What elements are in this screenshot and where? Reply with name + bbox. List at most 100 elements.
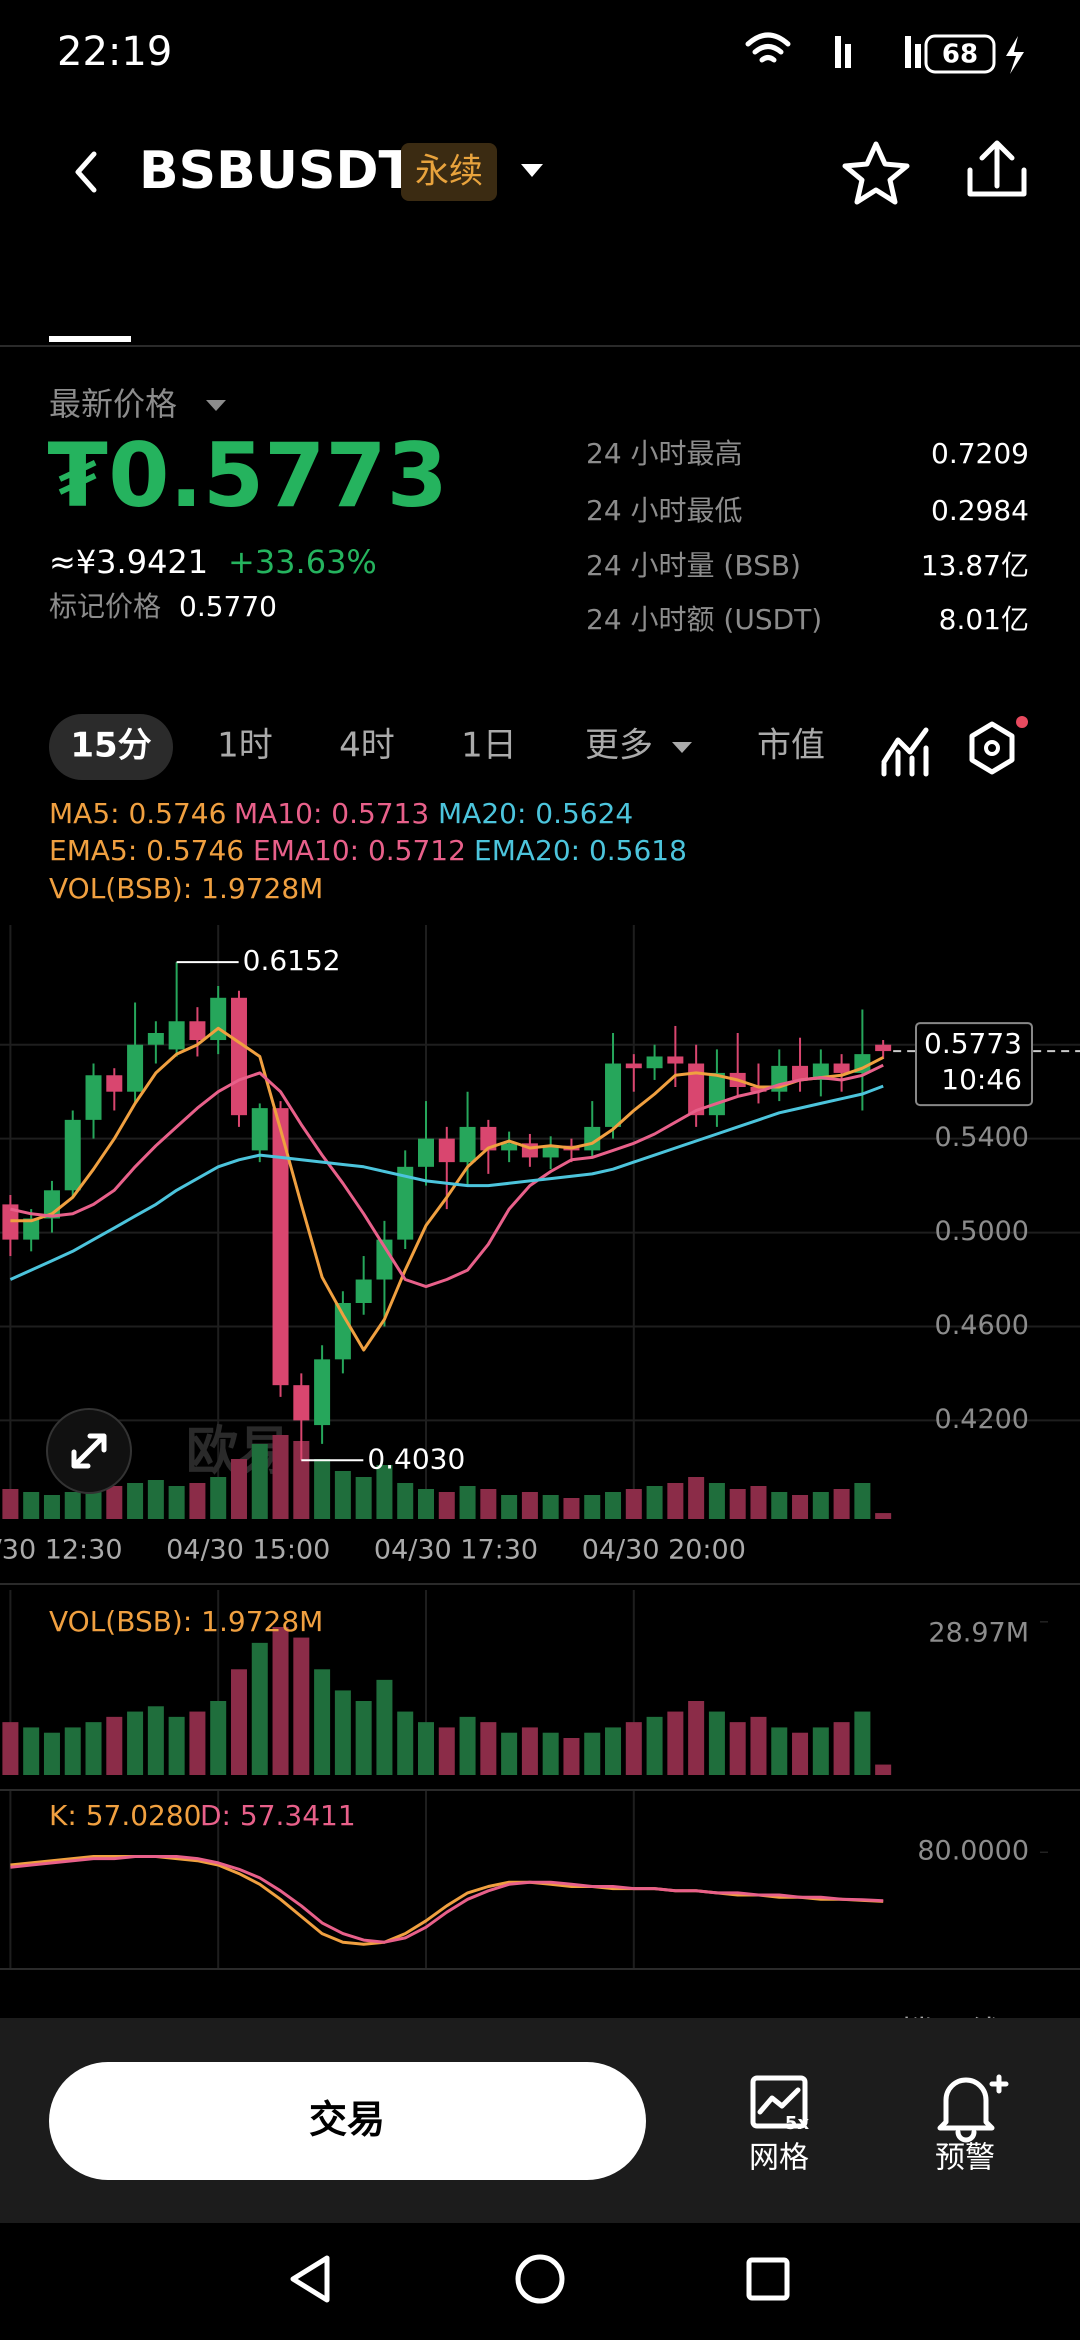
candle-body <box>64 1119 81 1191</box>
volume-bar <box>667 1711 684 1775</box>
nav-back[interactable] <box>290 2255 330 2303</box>
volume-overlay-bar <box>688 1477 705 1519</box>
interval[interactable]: 市值 <box>757 726 825 766</box>
alert-label: 预警 <box>935 2141 995 2176</box>
volume-overlay-bar <box>729 1489 746 1519</box>
settings-dot <box>984 740 1000 756</box>
candle-body <box>625 1063 642 1069</box>
candle-body <box>355 1279 372 1303</box>
candle-body <box>792 1065 809 1080</box>
nav-home[interactable] <box>515 2254 565 2304</box>
volume-bar <box>646 1716 663 1775</box>
grid-icon-line <box>757 2087 801 2115</box>
last-price: ₮0.5773 <box>47 424 448 527</box>
volume-overlay-bar <box>708 1483 725 1519</box>
alert-icon[interactable] <box>937 2074 1009 2143</box>
volume-bar <box>397 1711 414 1775</box>
back-button[interactable] <box>75 151 97 193</box>
volume-overlay-bar <box>833 1489 850 1519</box>
volume-bar <box>708 1711 725 1775</box>
ema-legend: EMA20: 0.5618 <box>474 834 687 867</box>
volume-overlay-bar <box>563 1498 580 1519</box>
interval[interactable]: 15分 <box>70 726 151 766</box>
volume-overlay-bar <box>501 1495 518 1519</box>
volume-overlay-bar <box>646 1486 663 1519</box>
volume-overlay-bar <box>314 1459 331 1519</box>
volume-layer <box>2 1435 892 1775</box>
volume-bar <box>459 1716 476 1775</box>
interval[interactable]: 1时 <box>217 726 273 766</box>
countdown: 10:46 <box>941 1063 1022 1096</box>
x-tick-label: 04/30 15:00 <box>166 1535 330 1566</box>
volume-overlay-bar <box>43 1495 60 1519</box>
candle-body <box>667 1056 684 1064</box>
trade-button[interactable] <box>49 2062 646 2180</box>
min-label: 0.4030 <box>367 1442 465 1475</box>
y-tick-label: 0.5000 <box>935 1216 1029 1247</box>
vol-pane-legend: VOL(BSB): 1.9728M <box>49 1605 323 1638</box>
ma-legend: MA20: 0.5624 <box>438 797 633 830</box>
legends: MA5: 0.5746 MA10: 0.5713 MA20: 0.5624 EM… <box>49 797 687 1832</box>
candle-body <box>334 1303 351 1360</box>
volume-overlay-bar <box>542 1495 559 1519</box>
volume-overlay-bar <box>210 1477 227 1519</box>
candle-body <box>168 1021 185 1050</box>
vol-legend: VOL(BSB): 1.9728M <box>49 872 323 905</box>
volume-bar <box>875 1764 892 1775</box>
ema-legend: EMA5: 0.5746 <box>49 834 244 867</box>
volume-overlay-bar <box>2 1489 19 1519</box>
stat-label: 24 小时最低 <box>586 494 743 527</box>
line <box>10 1855 884 1944</box>
volume-overlay-bar <box>127 1483 144 1519</box>
y-tick-label: 28.97M <box>928 1617 1029 1648</box>
volume-overlay-bar <box>147 1480 164 1519</box>
volume-overlay-bar <box>812 1492 829 1519</box>
volume-bar <box>2 1722 19 1775</box>
charging-icon <box>1006 36 1024 74</box>
x-tick-label: 04/30 20:00 <box>582 1535 746 1566</box>
last-price-box <box>915 1022 1033 1107</box>
volume-overlay-bar <box>355 1477 372 1519</box>
volume-bar <box>625 1722 642 1775</box>
volume-bar <box>480 1722 497 1775</box>
volume-overlay-bar <box>64 1492 81 1519</box>
battery-level: 68 <box>942 40 978 70</box>
volume-overlay-bar <box>667 1483 684 1519</box>
symbol-dropdown[interactable] <box>521 164 543 177</box>
volume-overlay-bar <box>625 1489 642 1519</box>
volume-overlay-bar <box>521 1492 538 1519</box>
candle-body <box>750 1087 767 1092</box>
volume-overlay-bar <box>168 1486 185 1519</box>
candle-body <box>542 1145 559 1158</box>
interval[interactable]: 更多 <box>585 726 653 766</box>
more-dropdown[interactable] <box>672 742 692 753</box>
x-tick-label: 04/30 17:30 <box>374 1535 538 1566</box>
grid-badge: 5x <box>785 2113 810 2134</box>
volume-bar <box>272 1627 289 1775</box>
stats: 24 小时最高 0.7209 24 小时最低 0.2984 24 小时量 (BSB) 13… <box>586 437 1029 636</box>
stat-value: 0.7209 <box>931 437 1029 470</box>
volume-bar <box>314 1669 331 1775</box>
nav-recents[interactable] <box>746 2257 790 2301</box>
volume-overlay-bar <box>480 1489 497 1519</box>
volume-overlay-bar <box>854 1483 871 1519</box>
favorite-button[interactable] <box>842 141 910 205</box>
share-button[interactable] <box>967 140 1027 197</box>
volume-overlay-bar <box>106 1486 123 1519</box>
chart-type-button[interactable] <box>881 727 929 777</box>
volume-bar <box>106 1716 123 1775</box>
volume-bar <box>854 1711 871 1775</box>
volume-bar <box>584 1732 601 1775</box>
price-change: +33.63% <box>228 543 377 581</box>
volume-bar <box>293 1637 310 1775</box>
interval[interactable]: 1日 <box>461 726 517 766</box>
price-dropdown[interactable] <box>206 400 226 411</box>
candle-body <box>708 1072 725 1116</box>
interval[interactable]: 4时 <box>339 726 395 766</box>
grid-icon[interactable] <box>750 2075 808 2129</box>
y-tick-label: 0.5400 <box>935 1122 1029 1153</box>
signal-icon <box>915 44 921 68</box>
settings-button[interactable] <box>969 721 1015 775</box>
